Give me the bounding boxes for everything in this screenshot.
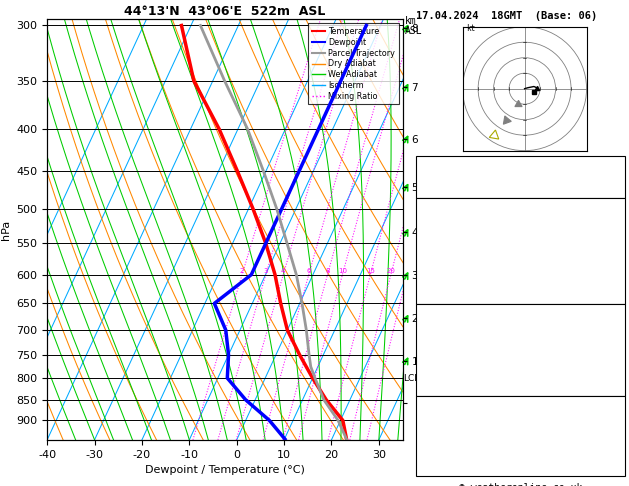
Text: 10: 10: [338, 268, 347, 274]
Text: CIN (J)        272: CIN (J) 272: [423, 379, 535, 388]
Text: EH             44: EH 44: [423, 414, 529, 424]
Text: 6: 6: [306, 268, 311, 274]
Text: km
ASL: km ASL: [405, 16, 423, 36]
Text: K              17: K 17: [423, 160, 529, 171]
Text: CIN (J)        272: CIN (J) 272: [423, 287, 535, 297]
Text: Pressure (mb) 948: Pressure (mb) 948: [423, 322, 529, 332]
Legend: Temperature, Dewpoint, Parcel Trajectory, Dry Adiabat, Wet Adiabat, Isotherm, Mi: Temperature, Dewpoint, Parcel Trajectory…: [308, 23, 399, 104]
Text: Lifted Index   0: Lifted Index 0: [423, 259, 523, 269]
Text: © weatheronline.co.uk: © weatheronline.co.uk: [459, 483, 582, 486]
Text: Most Unstable: Most Unstable: [423, 308, 523, 318]
Text: 3: 3: [264, 268, 268, 274]
Text: StmSpd (kt)    6: StmSpd (kt) 6: [423, 458, 523, 468]
Text: kt: kt: [465, 24, 475, 34]
Text: θᵉ (K)       325: θᵉ (K) 325: [423, 336, 523, 346]
Text: StmDir         253°: StmDir 253°: [423, 443, 542, 453]
Text: LCL: LCL: [403, 374, 420, 382]
Text: 20: 20: [386, 268, 396, 274]
Text: Totals Totals  47: Totals Totals 47: [423, 173, 529, 183]
Text: 17.04.2024  18GMT  (Base: 06): 17.04.2024 18GMT (Base: 06): [416, 11, 598, 21]
Text: Dewp (°C)    10.1: Dewp (°C) 10.1: [423, 230, 529, 241]
Text: 8: 8: [325, 268, 330, 274]
Title: 44°13'N  43°06'E  522m  ASL: 44°13'N 43°06'E 522m ASL: [124, 5, 326, 18]
Text: Surface: Surface: [423, 202, 504, 212]
Text: 15: 15: [366, 268, 375, 274]
Text: 4: 4: [281, 268, 286, 274]
Text: 2: 2: [240, 268, 244, 274]
Text: Lifted Index   0: Lifted Index 0: [423, 350, 523, 360]
Text: PW (cm)        1.39: PW (cm) 1.39: [423, 185, 542, 195]
X-axis label: Dewpoint / Temperature (°C): Dewpoint / Temperature (°C): [145, 465, 305, 475]
Text: θᵉ(K)        325: θᵉ(K) 325: [423, 244, 523, 255]
Y-axis label: hPa: hPa: [1, 220, 11, 240]
Text: SREH           38: SREH 38: [423, 429, 529, 439]
Text: CAPE (J)       29: CAPE (J) 29: [423, 273, 529, 283]
Text: Temp (°C)    23.1: Temp (°C) 23.1: [423, 216, 529, 226]
Text: CAPE (J)       29: CAPE (J) 29: [423, 364, 529, 374]
Text: Hodograph: Hodograph: [423, 399, 510, 410]
